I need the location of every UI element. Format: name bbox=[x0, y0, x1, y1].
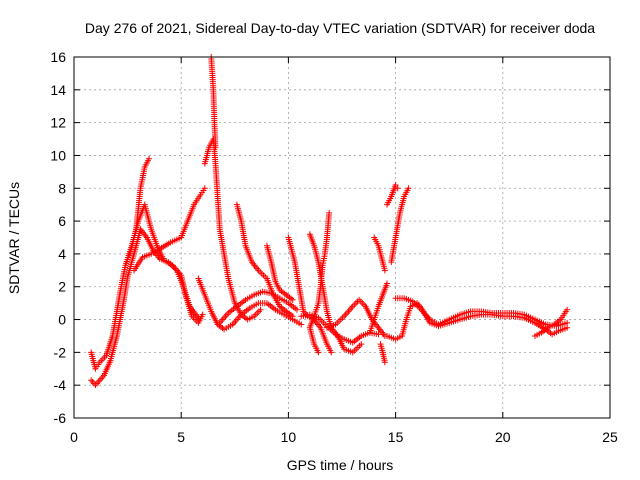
y-axis-label: SDTVAR / TECUs bbox=[6, 182, 22, 294]
series-track-13 bbox=[306, 209, 333, 356]
series-track-23 bbox=[531, 306, 571, 339]
series-track-7 bbox=[233, 201, 296, 320]
y-tick-label: -2 bbox=[54, 344, 67, 360]
point-marks bbox=[366, 280, 391, 336]
point-marks bbox=[88, 226, 202, 389]
x-tick-label: 20 bbox=[495, 429, 511, 445]
series-track-18 bbox=[377, 341, 388, 366]
series-track-10 bbox=[216, 288, 300, 326]
point-marks bbox=[306, 209, 333, 356]
series-track-21 bbox=[388, 185, 412, 266]
series-track-4 bbox=[131, 185, 208, 274]
series-track-8 bbox=[263, 242, 296, 303]
series-track-6 bbox=[208, 54, 219, 151]
point-marks bbox=[392, 295, 571, 330]
point-marks bbox=[131, 185, 208, 274]
chart-title: Day 276 of 2021, Sidereal Day-to-day VTE… bbox=[85, 20, 595, 36]
point-marks bbox=[384, 181, 401, 208]
y-tick-label: 2 bbox=[58, 279, 66, 295]
point-marks bbox=[126, 155, 153, 257]
y-tick-label: 6 bbox=[58, 213, 66, 229]
y-tick-label: -6 bbox=[54, 410, 67, 426]
x-tick-label: 25 bbox=[602, 429, 618, 445]
y-tick-label: 4 bbox=[58, 246, 66, 262]
point-marks bbox=[208, 54, 219, 151]
point-marks bbox=[233, 201, 296, 320]
x-axis-label: GPS time / hours bbox=[287, 457, 394, 473]
point-marks bbox=[531, 306, 571, 339]
series-track-3 bbox=[126, 155, 153, 257]
series-track-2 bbox=[88, 226, 202, 389]
y-tick-label: 10 bbox=[50, 147, 66, 163]
grid-lines bbox=[74, 57, 610, 418]
series-track-17 bbox=[371, 234, 388, 274]
point-marks bbox=[263, 242, 296, 303]
y-tick-label: 12 bbox=[50, 115, 66, 131]
series-track-20 bbox=[392, 295, 571, 330]
y-tick-label: 16 bbox=[50, 49, 66, 65]
series-track-22 bbox=[384, 181, 401, 208]
x-tick-label: 15 bbox=[388, 429, 404, 445]
point-marks bbox=[371, 234, 388, 274]
series-track-16 bbox=[366, 280, 391, 336]
x-tick-label: 0 bbox=[70, 429, 78, 445]
x-tick-label: 10 bbox=[281, 429, 297, 445]
data-points bbox=[88, 54, 571, 389]
y-tick-label: 14 bbox=[50, 82, 66, 98]
point-marks bbox=[388, 185, 412, 266]
series-track-9 bbox=[195, 275, 305, 333]
y-tick-label: 0 bbox=[58, 312, 66, 328]
y-tick-label: 8 bbox=[58, 180, 66, 196]
axis-ticks: 0 5 10 15 20 25 -6 -4 -2 0 2 4 6 8 10 12 14 16 bbox=[50, 49, 618, 445]
point-marks bbox=[195, 275, 305, 333]
y-tick-label: -4 bbox=[54, 377, 67, 393]
plot-border bbox=[73, 56, 611, 419]
point-marks bbox=[377, 341, 388, 366]
point-marks bbox=[216, 288, 300, 326]
x-tick-label: 5 bbox=[177, 429, 185, 445]
